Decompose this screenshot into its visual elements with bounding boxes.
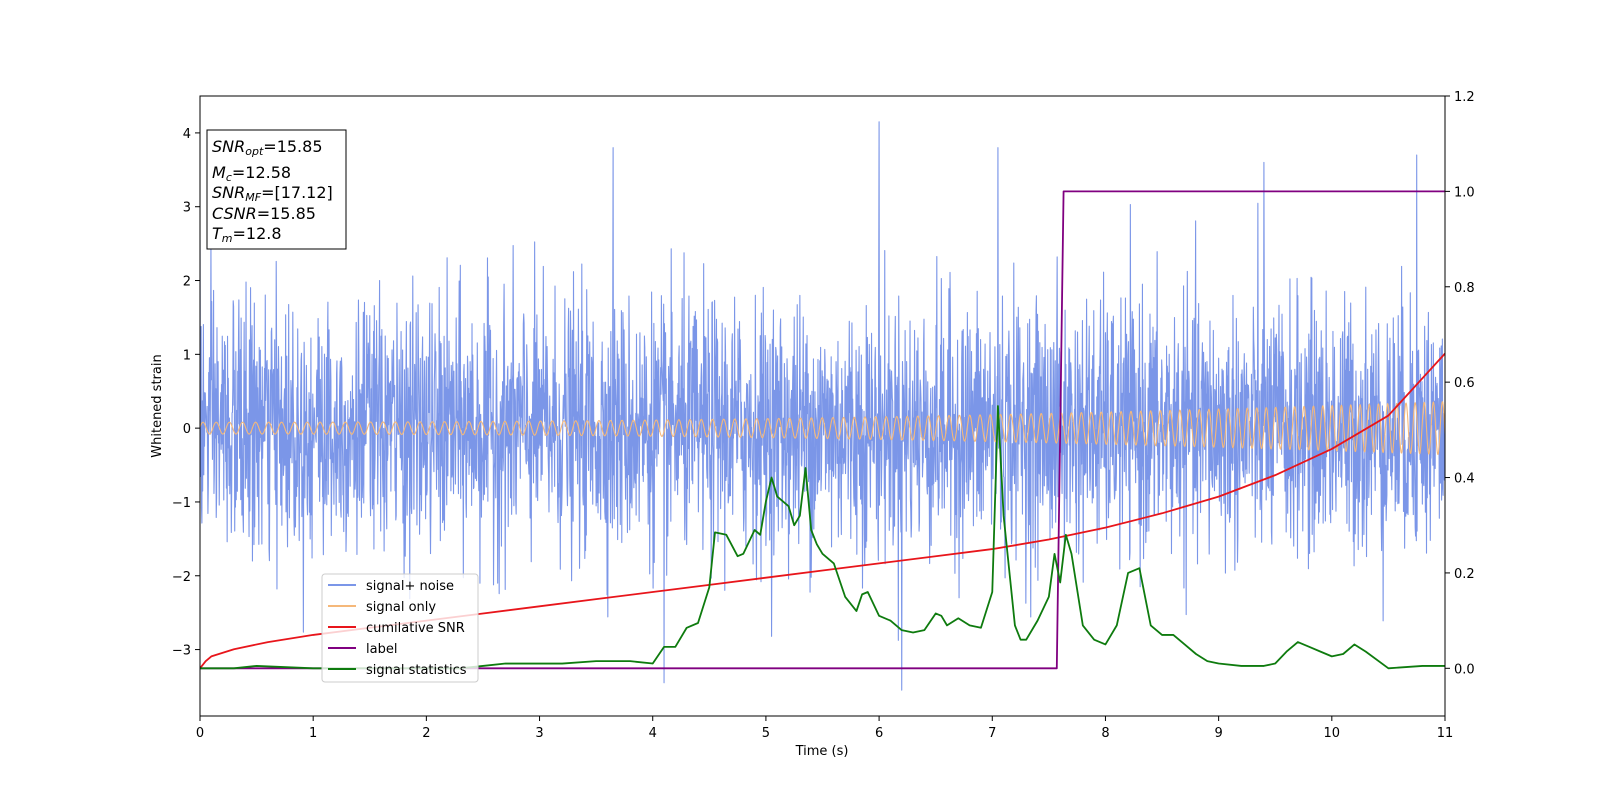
stat-snr-opt: SNRopt=15.85: [212, 137, 323, 158]
legend-label-0: signal+ noise: [366, 579, 454, 594]
x-tick-label: 2: [422, 726, 430, 741]
y-axis-right: 0.0 0.2 0.4 0.6 0.8 1.0 1.2: [1445, 90, 1475, 677]
y-left-tick-label: −3: [172, 644, 191, 659]
y-right-tick-label: 0.6: [1454, 376, 1475, 391]
x-tick-label: 10: [1324, 726, 1341, 741]
stat-chirp-mass: Mc=12.58: [212, 163, 291, 184]
legend-frame: [321, 573, 479, 683]
plot-frame: [199, 95, 1446, 717]
x-tick-label: 0: [196, 726, 204, 741]
stats-annotation-frame: [206, 129, 347, 250]
x-tick-label: 4: [649, 726, 657, 741]
x-tick-label: 5: [762, 726, 770, 741]
x-tick-label: 7: [988, 726, 996, 741]
x-tick-label: 9: [1214, 726, 1222, 741]
series-line-4: [200, 405, 1445, 670]
y-left-tick-label: −2: [172, 570, 191, 585]
y-left-tick-label: 2: [183, 275, 191, 290]
legend-label-2: cumilative SNR: [366, 621, 465, 636]
y-left-tick-label: 4: [183, 127, 191, 142]
y-right-tick-label: 0.8: [1454, 281, 1475, 296]
legend-label-4: signal statistics: [366, 663, 467, 678]
x-axis-label: Time (s): [795, 744, 849, 759]
stat-snr-mf: SNRMF=[17.12]: [212, 183, 333, 204]
x-tick-label: 1: [309, 726, 317, 741]
legend-label-1: signal only: [366, 600, 436, 615]
x-tick-label: 3: [535, 726, 543, 741]
series-line-2: [200, 352, 1445, 669]
y-axis-left: −3 −2 −1 0 1 2 3 4: [172, 127, 200, 659]
y-right-tick-label: 1.2: [1454, 90, 1475, 105]
y-left-tick-label: 1: [183, 348, 191, 363]
x-tick-label: 8: [1101, 726, 1109, 741]
y-right-tick-label: 0.2: [1454, 567, 1475, 582]
y-axis-label: Whitened strain: [150, 354, 165, 457]
legend: signal+ noise signal only cumilative SNR la…: [321, 573, 479, 683]
stat-csnr: CSNR=15.85: [212, 204, 316, 223]
series-line-3: [200, 190, 1445, 670]
legend-label-3: label: [366, 642, 397, 657]
y-left-tick-label: −1: [172, 496, 191, 511]
series-line-1: [200, 401, 1445, 455]
series-layer: [200, 121, 1445, 691]
y-left-tick-label: 0: [183, 422, 191, 437]
y-right-tick-label: 0.4: [1454, 472, 1475, 487]
stats-annotation: SNRopt=15.85 Mc=12.58 SNRMF=[17.12] CSNR…: [206, 129, 347, 250]
y-right-tick-label: 1.0: [1454, 185, 1475, 200]
x-tick-label: 6: [875, 726, 883, 741]
stat-tm: Tm=12.8: [212, 224, 282, 245]
x-axis: 0 1 2 3 4 5 6 7 8 9 10 11: [196, 716, 1453, 741]
series-line-0: [200, 121, 1445, 691]
x-tick-label: 11: [1437, 726, 1454, 741]
y-left-tick-label: 3: [183, 201, 191, 216]
y-right-tick-label: 0.0: [1454, 662, 1475, 677]
